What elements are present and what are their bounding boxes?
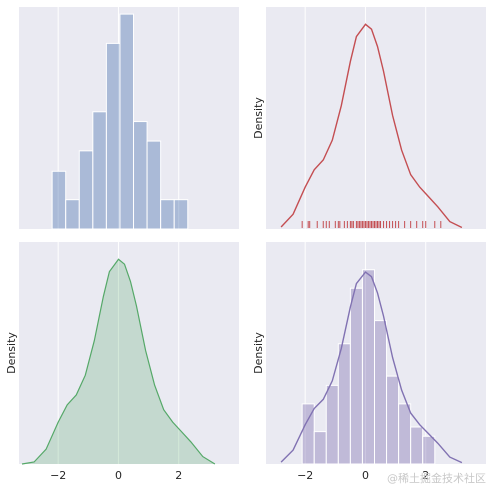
ylabel-top-right: Density [252, 97, 265, 139]
plot-area-bottom-right [266, 242, 486, 464]
gridlines-top-right [304, 7, 427, 229]
xtick-label: 2 [175, 469, 182, 482]
kde-fill [22, 259, 215, 464]
histogram-bar [386, 375, 400, 465]
histogram-bar [133, 121, 148, 230]
histogram-bar [119, 13, 135, 230]
histogram-bar [92, 111, 107, 230]
panel-top-right: Density [252, 7, 486, 229]
kde-area-bottom-left [21, 258, 216, 465]
ylabel-bottom-left: Density [5, 332, 18, 374]
histogram-bar [325, 384, 339, 465]
plot-area-top-left [19, 7, 239, 229]
histogram-bar [361, 269, 375, 465]
histogram-kde-bottom-right [280, 269, 463, 465]
gridlines-top-left [57, 7, 180, 229]
histogram-bar [78, 150, 94, 230]
watermark: @稀土掘金技术社区 [387, 472, 486, 485]
histogram-bar [337, 343, 351, 465]
histogram-bar [65, 199, 80, 230]
xtick-label: 0 [115, 469, 122, 482]
panel-top-left [19, 7, 239, 230]
histogram-bar [349, 287, 363, 465]
panel-bottom-right: Density −2 0 2 [252, 242, 486, 482]
histogram-bar [398, 403, 412, 465]
gridlines-bottom-left [57, 242, 180, 464]
kde-line [280, 23, 463, 229]
histogram-bar [410, 426, 424, 465]
panel-bottom-left: Density −2 0 2 [5, 242, 239, 482]
histogram-bar [51, 170, 67, 230]
histogram-bars-top-left [51, 13, 189, 230]
ylabel-bottom-right: Density [252, 332, 265, 374]
histogram-bar [373, 320, 388, 465]
xtick-label: 2 [422, 469, 429, 482]
xtick-label: −2 [50, 469, 66, 482]
kde-line [280, 271, 463, 464]
xtick-labels-bottom-right: −2 0 2 [297, 469, 429, 482]
kde-line [21, 258, 216, 465]
histogram-bar [173, 199, 189, 230]
xtick-label: 0 [362, 469, 369, 482]
histogram-bar [146, 140, 162, 230]
histogram-bar [105, 42, 121, 230]
kde-curve-top-right [280, 23, 463, 229]
histogram-bar [422, 435, 436, 465]
xtick-labels-bottom-left: −2 0 2 [50, 469, 182, 482]
xtick-label: −2 [297, 469, 313, 482]
gridlines-bottom-right [304, 242, 427, 464]
histogram-bar [313, 431, 327, 465]
histogram-bar [160, 199, 175, 230]
